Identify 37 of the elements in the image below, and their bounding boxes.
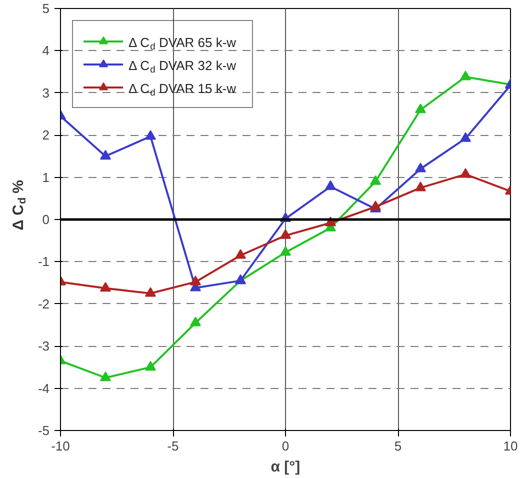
x-tick-label: 0 [282,438,290,454]
point [190,316,201,326]
point [370,175,381,185]
y-tick-label: -3 [38,338,50,354]
x-tick-label: -5 [167,438,179,454]
point [145,360,156,371]
point [100,150,111,160]
point [415,182,426,192]
point [415,104,426,114]
y-tick-label: 1 [42,170,50,185]
point [145,130,156,140]
point [460,70,471,80]
x-tick-label: 10 [503,438,518,454]
point [235,249,246,259]
x-axis-title: α [°] [270,458,300,476]
point [100,371,111,382]
y-tick-label: 2 [42,128,50,143]
point [460,168,471,178]
point [280,229,291,239]
y-tick-label: 0 [42,212,50,227]
y-tick-label: 5 [42,1,50,16]
y-axis-title: Δ Cd % [10,180,29,230]
x-tick-label: -10 [51,438,70,454]
x-tick-label: 5 [394,438,402,454]
y-tick-label: 4 [42,43,50,58]
point [325,180,336,190]
y-tick-label: 3 [42,85,50,100]
point [280,246,291,256]
point [100,282,111,292]
point [460,132,471,142]
point [190,276,201,286]
y-tick-label: -1 [38,254,50,270]
y-tick-label: -4 [38,380,50,396]
y-tick-label: -5 [38,423,50,438]
y-tick-label: -2 [38,296,50,312]
point [415,162,426,172]
point [145,287,156,297]
